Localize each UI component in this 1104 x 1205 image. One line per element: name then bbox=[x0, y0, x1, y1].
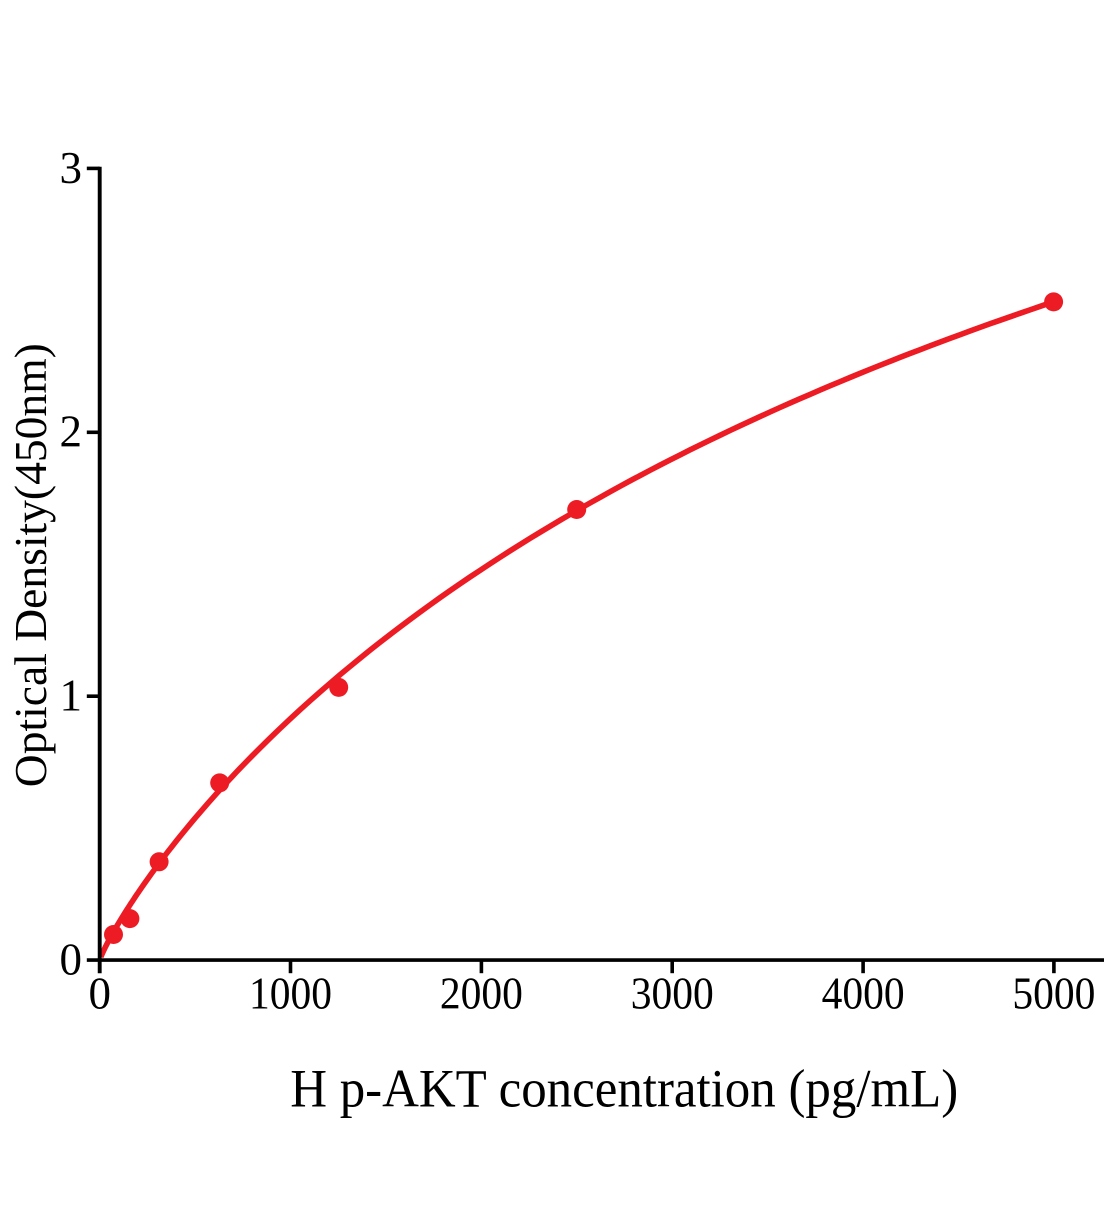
svg-text:5000: 5000 bbox=[1012, 969, 1095, 1019]
svg-text:1: 1 bbox=[60, 671, 83, 721]
svg-text:0: 0 bbox=[88, 969, 111, 1019]
svg-text:3000: 3000 bbox=[631, 969, 714, 1019]
svg-text:0: 0 bbox=[60, 935, 83, 985]
svg-text:H p-AKT concentration (pg/mL): H p-AKT concentration (pg/mL) bbox=[290, 1058, 958, 1118]
svg-text:Optical Density(450nm): Optical Density(450nm) bbox=[5, 343, 56, 787]
svg-text:4000: 4000 bbox=[822, 969, 905, 1019]
svg-text:2: 2 bbox=[60, 407, 83, 457]
svg-text:3: 3 bbox=[60, 143, 83, 193]
svg-text:1000: 1000 bbox=[249, 969, 332, 1019]
svg-text:2000: 2000 bbox=[440, 969, 523, 1019]
